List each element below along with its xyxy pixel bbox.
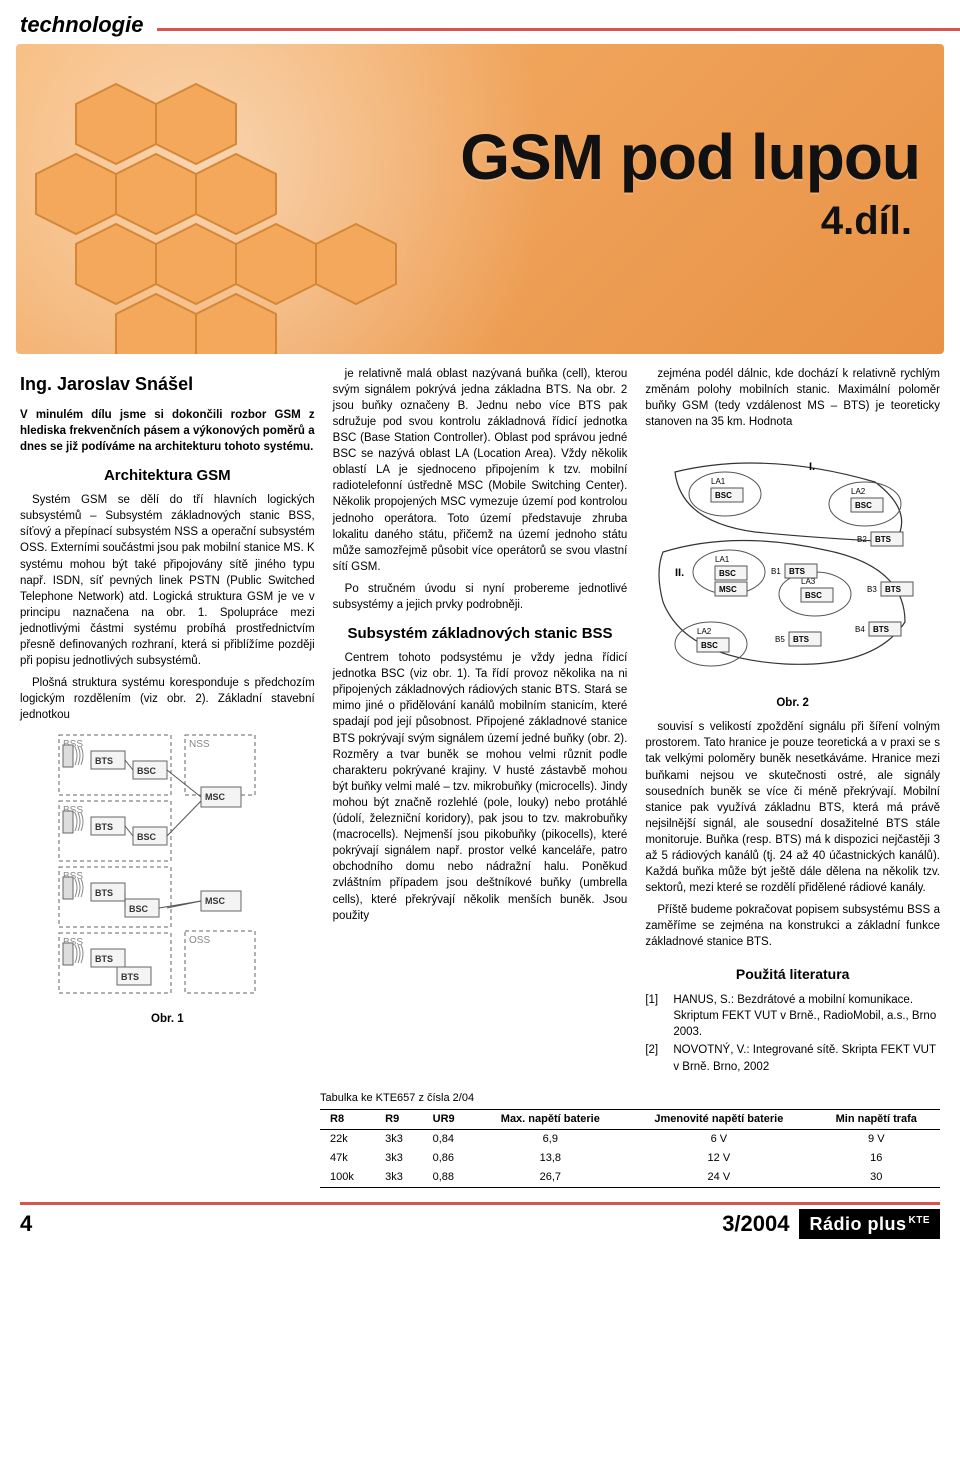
table-cell: 6 V xyxy=(625,1130,812,1149)
table-header: Max. napětí baterie xyxy=(475,1110,625,1130)
svg-text:BTS: BTS xyxy=(121,972,139,982)
svg-text:BSC: BSC xyxy=(137,766,157,776)
svg-text:B5: B5 xyxy=(775,635,785,644)
hero-banner: GSM pod lupou 4.díl. xyxy=(16,44,944,354)
body-text: zejména podél dálnic, kde dochází k rela… xyxy=(645,366,940,430)
svg-text:BSC: BSC xyxy=(137,832,157,842)
svg-text:BTS: BTS xyxy=(789,567,806,576)
svg-text:LA1: LA1 xyxy=(711,477,726,486)
figure-1-caption: Obr. 1 xyxy=(20,1011,315,1027)
svg-text:B2: B2 xyxy=(857,535,867,544)
data-table: R8R9UR9Max. napětí baterieJmenovité napě… xyxy=(320,1109,940,1187)
svg-text:BSC: BSC xyxy=(719,569,736,578)
table-row: 100k3k30,8826,724 V30 xyxy=(320,1168,940,1187)
svg-text:LA1: LA1 xyxy=(715,555,730,564)
body-text: Plošná struktura systému koresponduje s … xyxy=(20,675,315,723)
table-cell: 47k xyxy=(320,1149,375,1168)
hexagon-graphic xyxy=(16,44,536,354)
table-cell: 13,8 xyxy=(475,1149,625,1168)
table-cell: 16 xyxy=(813,1149,940,1168)
magazine-brand: Rádio plusKTE xyxy=(799,1209,940,1239)
svg-text:LA2: LA2 xyxy=(697,627,712,636)
svg-text:II.: II. xyxy=(675,567,684,579)
reference-item: [1]HANUS, S.: Bezdrátové a mobilní komun… xyxy=(645,992,940,1040)
reference-item: [2]NOVOTNÝ, V.: Integrované sítě. Skript… xyxy=(645,1042,940,1074)
table-cell: 0,84 xyxy=(423,1130,476,1149)
footer-bar: 4 3/2004 Rádio plusKTE xyxy=(20,1202,940,1239)
table-header: Min napětí trafa xyxy=(813,1110,940,1130)
table-row: 47k3k30,8613,812 V16 xyxy=(320,1149,940,1168)
table-cell: 0,88 xyxy=(423,1168,476,1187)
column-3: zejména podél dálnic, kde dochází k rela… xyxy=(645,366,940,1077)
lead-paragraph: V minulém dílu jsme si dokončili rozbor … xyxy=(20,407,315,455)
svg-text:BSC: BSC xyxy=(805,591,822,600)
svg-text:OSS: OSS xyxy=(189,935,210,946)
svg-text:LA2: LA2 xyxy=(851,487,866,496)
svg-text:MSC: MSC xyxy=(205,896,226,906)
figure-2: I.II.LA1BSCLA2BSCLA1BSCLA3BSCLA2BSCMSCB2… xyxy=(645,442,940,687)
table-row: 22k3k30,846,96 V9 V xyxy=(320,1130,940,1149)
table-cell: 24 V xyxy=(625,1168,812,1187)
table-cell: 22k xyxy=(320,1130,375,1149)
table-block: Tabulka ke KTE657 z čísla 2/04 R8R9UR9Ma… xyxy=(20,1091,940,1188)
header-rule xyxy=(157,28,960,31)
svg-text:B1: B1 xyxy=(771,567,781,576)
svg-text:BSC: BSC xyxy=(855,501,872,510)
column-1: Ing. Jaroslav Snášel V minulém dílu jsme… xyxy=(20,366,315,1077)
hero-title: GSM pod lupou xyxy=(460,114,920,200)
svg-text:BTS: BTS xyxy=(875,535,892,544)
svg-text:BTS: BTS xyxy=(793,635,810,644)
figure-1: BSSNSSBSSBSSBSSOSSBTSBSCBTSBSCBTSBSCBTSB… xyxy=(20,731,315,1006)
table-header: UR9 xyxy=(423,1110,476,1130)
svg-text:BTS: BTS xyxy=(885,585,902,594)
table-cell: 0,86 xyxy=(423,1149,476,1168)
issue-number: 3/2004 xyxy=(722,1209,789,1239)
page-number: 4 xyxy=(20,1209,32,1239)
svg-text:BTS: BTS xyxy=(95,954,113,964)
author-name: Ing. Jaroslav Snášel xyxy=(20,372,315,397)
table-header: Jmenovité napětí baterie xyxy=(625,1110,812,1130)
figure-2-caption: Obr. 2 xyxy=(645,695,940,711)
svg-text:BTS: BTS xyxy=(873,625,890,634)
column-2: je relativně malá oblast nazývaná buňka … xyxy=(333,366,628,1077)
body-text: Po stručném úvodu si nyní probereme jedn… xyxy=(333,581,628,613)
svg-text:MSC: MSC xyxy=(719,585,737,594)
svg-text:NSS: NSS xyxy=(189,739,210,750)
svg-text:MSC: MSC xyxy=(205,792,226,802)
svg-text:BTS: BTS xyxy=(95,822,113,832)
svg-text:BSC: BSC xyxy=(129,904,149,914)
svg-text:BSC: BSC xyxy=(701,641,718,650)
table-header: R9 xyxy=(375,1110,422,1130)
table-cell: 3k3 xyxy=(375,1149,422,1168)
body-text: Centrem tohoto podsystému je vždy jedna … xyxy=(333,650,628,924)
table-cell: 3k3 xyxy=(375,1168,422,1187)
table-cell: 100k xyxy=(320,1168,375,1187)
svg-text:I.: I. xyxy=(809,461,815,473)
body-text: je relativně malá oblast nazývaná buňka … xyxy=(333,366,628,575)
table-title: Tabulka ke KTE657 z čísla 2/04 xyxy=(320,1091,940,1106)
section-heading: technologie xyxy=(20,10,143,40)
table-cell: 30 xyxy=(813,1168,940,1187)
table-cell: 6,9 xyxy=(475,1130,625,1149)
table-cell: 3k3 xyxy=(375,1130,422,1149)
svg-text:BTS: BTS xyxy=(95,888,113,898)
svg-text:BSC: BSC xyxy=(715,491,732,500)
svg-text:BTS: BTS xyxy=(95,756,113,766)
reference-list: [1]HANUS, S.: Bezdrátové a mobilní komun… xyxy=(645,992,940,1076)
heading-references: Použitá literatura xyxy=(645,965,940,985)
svg-text:B3: B3 xyxy=(867,585,877,594)
table-header: R8 xyxy=(320,1110,375,1130)
body-text: souvisí s velikostí zpoždění signálu při… xyxy=(645,719,940,896)
body-text: Systém GSM se dělí do tří hlavních logic… xyxy=(20,492,315,669)
heading-bss: Subsystém základnových stanic BSS xyxy=(333,623,628,644)
table-cell: 26,7 xyxy=(475,1168,625,1187)
table-cell: 12 V xyxy=(625,1149,812,1168)
body-text: Příště budeme pokračovat popisem subsyst… xyxy=(645,902,940,950)
hero-subtitle: 4.díl. xyxy=(821,194,912,248)
svg-text:B4: B4 xyxy=(855,625,865,634)
heading-architecture: Architektura GSM xyxy=(20,465,315,486)
table-cell: 9 V xyxy=(813,1130,940,1149)
